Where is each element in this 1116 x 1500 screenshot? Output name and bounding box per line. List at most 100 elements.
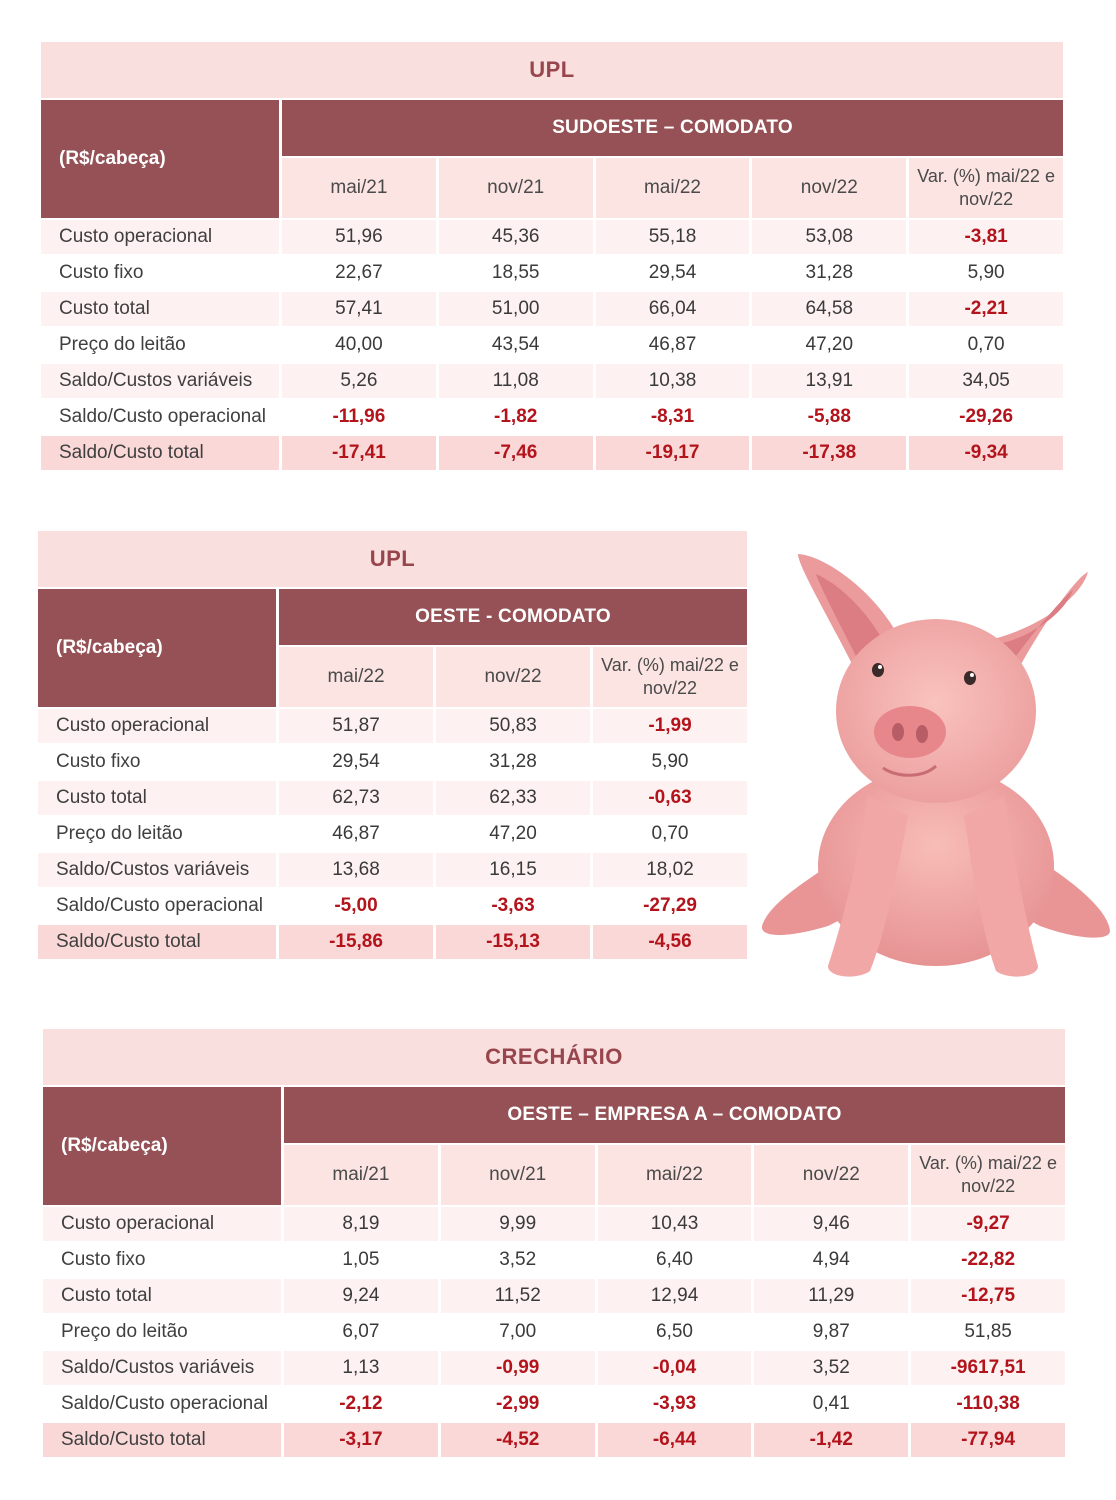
variation-cell: -9,34 [909,436,1063,470]
value-cell: 47,20 [436,817,590,851]
variation-cell: -110,38 [911,1387,1065,1421]
row-label: Preço do leitão [41,328,279,362]
table-row: Saldo/Custo operacional -2,12 -2,99 -3,93 0,… [43,1387,1065,1421]
row-label: Saldo/Custos variáveis [38,853,276,887]
row-label: Custo operacional [41,220,279,254]
row-label: Saldo/Custo total [41,436,279,470]
value-cell: 5,26 [282,364,436,398]
value-cell: 9,24 [284,1279,438,1313]
row-label: Preço do leitão [43,1315,281,1349]
value-cell: 22,67 [282,256,436,290]
variation-cell: -77,94 [911,1423,1065,1457]
row-label: Saldo/Custo total [43,1423,281,1457]
period-header: nov/21 [440,1145,595,1205]
row-label: Saldo/Custo operacional [43,1387,281,1421]
row-label: Custo total [38,781,276,815]
value-cell: -17,38 [752,436,907,470]
row-label: Custo total [43,1279,281,1313]
value-cell: -3,63 [436,889,590,923]
variation-cell: -9,27 [911,1207,1065,1241]
value-cell: -15,13 [436,925,590,959]
variation-cell: 5,90 [593,745,747,779]
table-row: Preço do leitão 40,00 43,54 46,87 47,20 0,70 [41,328,1063,362]
value-cell: 6,07 [284,1315,438,1349]
value-cell: -8,31 [595,400,750,434]
pig-illustration-icon [761,554,1110,977]
row-label: Saldo/Custo operacional [38,889,276,923]
value-cell: 51,96 [282,220,436,254]
table-row: Saldo/Custos variáveis 1,13 -0,99 -0,04 3,52… [43,1351,1065,1385]
table-row: Preço do leitão 6,07 7,00 6,50 9,87 51,85 [43,1315,1065,1349]
value-cell: 10,38 [595,364,750,398]
value-cell: 9,99 [440,1207,595,1241]
value-cell: 64,58 [752,292,907,326]
value-cell: 7,00 [440,1315,595,1349]
value-cell: 11,29 [754,1279,909,1313]
value-cell: -15,86 [279,925,433,959]
value-cell: 50,83 [436,709,590,743]
period-header: mai/21 [284,1145,438,1205]
table-title: UPL [41,42,1063,98]
value-cell: 11,52 [440,1279,595,1313]
value-cell: 47,20 [752,328,907,362]
variation-cell: -4,56 [593,925,747,959]
value-cell: 3,52 [440,1243,595,1277]
table-row: Saldo/Custo total -15,86 -15,13 -4,56 [38,925,747,959]
table-row: Custo fixo 29,54 31,28 5,90 [38,745,747,779]
value-cell: 13,91 [752,364,907,398]
table-row: Saldo/Custos variáveis 5,26 11,08 10,38 13,9… [41,364,1063,398]
value-cell: 18,55 [438,256,593,290]
variation-cell: -27,29 [593,889,747,923]
table-row: Saldo/Custos variáveis 13,68 16,15 18,02 [38,853,747,887]
value-cell: -19,17 [595,436,750,470]
value-cell: 55,18 [595,220,750,254]
unit-label: (R$/cabeça) [41,100,279,218]
row-label: Saldo/Custo operacional [41,400,279,434]
variation-cell: 18,02 [593,853,747,887]
table-row: Custo operacional 8,19 9,99 10,43 9,46 -9,27 [43,1207,1065,1241]
value-cell: 13,68 [279,853,433,887]
value-cell: -17,41 [282,436,436,470]
value-cell: -3,93 [597,1387,752,1421]
value-cell: 46,87 [595,328,750,362]
period-header: nov/22 [752,158,907,218]
table-row: Saldo/Custo operacional -11,96 -1,82 -8,31-… [41,400,1063,434]
row-label: Custo operacional [38,709,276,743]
value-cell: 29,54 [279,745,433,779]
row-label: Custo fixo [41,256,279,290]
value-cell: 40,00 [282,328,436,362]
value-cell: 45,36 [438,220,593,254]
region-header: SUDOESTE – COMODATO [282,100,1063,156]
variation-cell: 0,70 [593,817,747,851]
value-cell: 6,50 [597,1315,752,1349]
value-cell: 62,33 [436,781,590,815]
variation-header: Var. (%) mai/22 e nov/22 [909,158,1063,218]
row-label: Custo fixo [43,1243,281,1277]
variation-cell: 51,85 [911,1315,1065,1349]
crechario-table: CRECHÁRIO (R$/cabeça) OESTE – EMPRESA A … [40,1027,1068,1459]
variation-cell: -12,75 [911,1279,1065,1313]
table-row: Custo operacional 51,96 45,36 55,18 53,08 -3,… [41,220,1063,254]
value-cell: 43,54 [438,328,593,362]
value-cell: -5,00 [279,889,433,923]
variation-header: Var. (%) mai/22 e nov/22 [911,1145,1065,1205]
value-cell: 57,41 [282,292,436,326]
value-cell: -4,52 [440,1423,595,1457]
value-cell: 51,87 [279,709,433,743]
upl-oeste-table: UPL (R$/cabeça) OESTE - COMODATO mai/22 … [35,529,750,961]
period-header: mai/22 [595,158,750,218]
value-cell: 10,43 [597,1207,752,1241]
variation-header: Var. (%) mai/22 e nov/22 [593,647,747,707]
variation-cell: -9617,51 [911,1351,1065,1385]
value-cell: -3,17 [284,1423,438,1457]
table-row: Saldo/Custo total -17,41 -7,46 -19,17 -17,38… [41,436,1063,470]
table-row: Custo total 62,73 62,33 -0,63 [38,781,747,815]
row-label: Saldo/Custo total [38,925,276,959]
row-label: Custo total [41,292,279,326]
variation-cell: 34,05 [909,364,1063,398]
value-cell: -7,46 [438,436,593,470]
row-label: Custo operacional [43,1207,281,1241]
row-label: Custo fixo [38,745,276,779]
value-cell: 11,08 [438,364,593,398]
value-cell: 29,54 [595,256,750,290]
